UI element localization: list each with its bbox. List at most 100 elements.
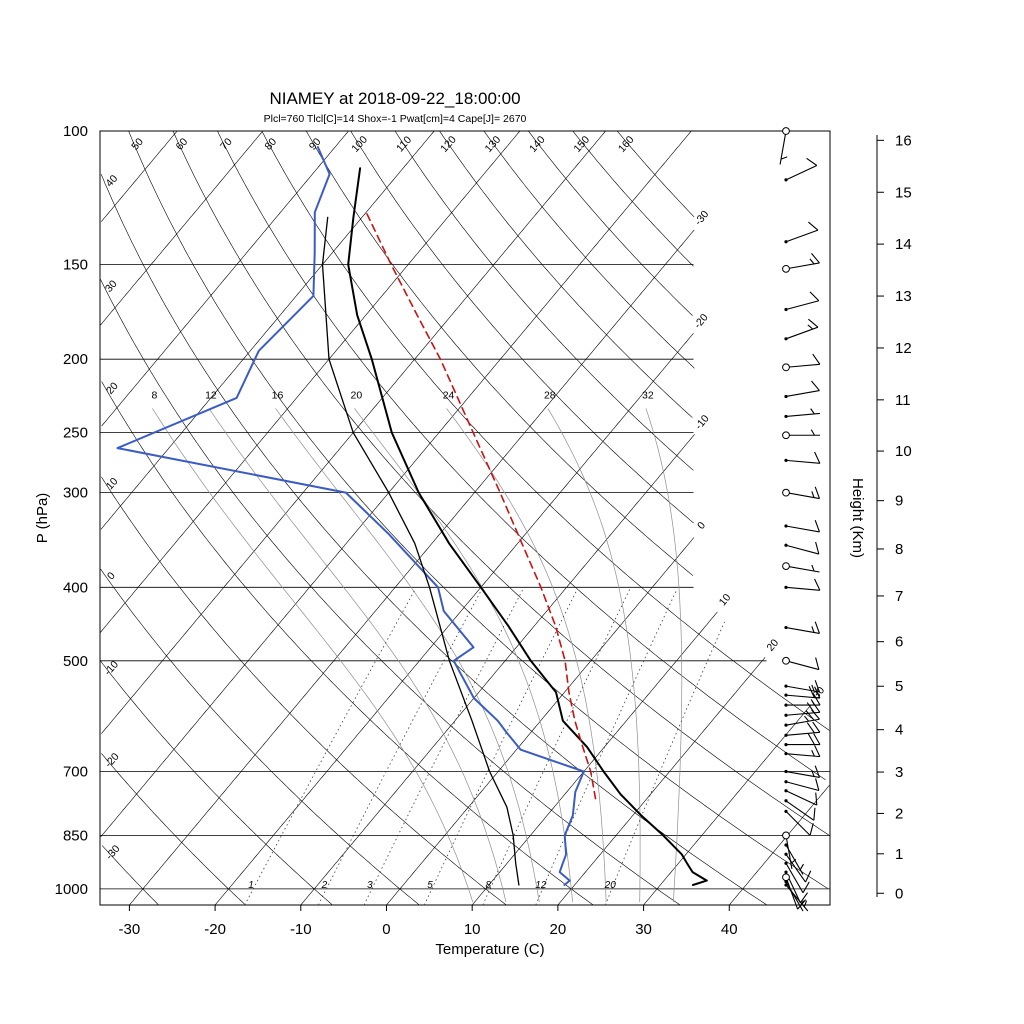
barb-staff	[785, 412, 820, 417]
background-grid-layer	[99, 130, 831, 906]
mixing-ratio-line	[363, 588, 524, 906]
wind-barb	[784, 291, 820, 312]
barb-feather	[806, 157, 818, 166]
sounding-indices-subtitle: Plcl=760 Tlcl[C]=14 Shox=-1 Pwat[cm]=4 C…	[264, 113, 527, 125]
mixing-ratio-line	[317, 588, 483, 906]
dry-adiabat-label: 140	[527, 134, 548, 155]
temp-tick-label: -30	[119, 921, 141, 938]
dry-adiabat-line	[483, 131, 695, 369]
barb-staff	[789, 661, 819, 671]
isotherm-label: -10	[693, 413, 712, 432]
barb-staff	[789, 262, 820, 269]
wind-barb	[784, 157, 818, 182]
wind-barb	[784, 380, 820, 399]
barb-feather	[811, 380, 820, 391]
dry-adiabat-label: 80	[262, 136, 279, 153]
dry-adiabat-line	[306, 131, 694, 576]
moist-adiabat-label: 12	[205, 389, 217, 401]
station-circle	[782, 873, 790, 882]
wind-barb	[784, 809, 814, 836]
station-circle	[782, 264, 790, 273]
barb-staff	[785, 165, 818, 181]
dry-adiabat-label: -10	[102, 658, 121, 677]
barb-half-feather	[811, 564, 815, 572]
dry-adiabat-line	[100, 279, 680, 906]
dry-adiabat-label: 120	[438, 134, 459, 155]
barb-half-feather	[811, 770, 815, 777]
mixing-ratio-label: 12	[535, 880, 547, 891]
barb-staff	[785, 781, 819, 792]
pressure-tick-label: 100	[63, 123, 88, 140]
moist-adiabat-label: 8	[151, 389, 157, 401]
barb-feather	[814, 680, 821, 693]
height-tick-label: 0	[895, 885, 903, 902]
dry-adiabat-line	[572, 131, 694, 267]
barb-staff	[785, 790, 818, 806]
wind-barb	[782, 656, 820, 671]
wind-barb	[782, 562, 820, 573]
mixing-ratio-label: 3	[367, 880, 373, 891]
moist-adiabat-label: 32	[642, 389, 654, 401]
dry-adiabat-label: 160	[616, 134, 637, 155]
height-axis-title: Height (Km)	[849, 478, 866, 558]
barb-feather	[812, 353, 821, 365]
height-tick-label: 9	[895, 493, 903, 510]
wind-barb	[784, 843, 804, 875]
dry-adiabat-line	[350, 131, 694, 524]
wind-barb	[782, 486, 821, 500]
pressure-axis-title: P (hPa)	[34, 493, 51, 544]
dry-adiabat-line	[439, 131, 693, 418]
barb-feather	[812, 701, 821, 713]
barb-half-feather	[799, 863, 804, 870]
height-tick-label: 1	[895, 846, 903, 863]
barb-staff	[785, 390, 820, 398]
mixing-ratio-line	[535, 588, 678, 906]
barb-half-feather	[810, 429, 815, 436]
height-tick-label: 4	[895, 722, 903, 739]
barb-staff	[785, 863, 804, 893]
isotherm-line	[100, 130, 264, 326]
wind-barb	[784, 721, 821, 737]
height-tick-label: 7	[895, 588, 903, 605]
wind-barb	[784, 883, 809, 912]
station-circle	[782, 363, 790, 372]
barb-staff	[785, 300, 819, 311]
barb-feather	[805, 870, 812, 883]
height-tick-label: 8	[895, 541, 903, 558]
wind-barb	[782, 831, 797, 870]
barb-staff	[789, 566, 820, 573]
sounding-profile-layer	[116, 146, 708, 886]
station-circle	[782, 488, 790, 497]
dry-adiabat-label: 150	[571, 134, 592, 155]
barb-staff	[786, 880, 799, 910]
barb-half-feather	[809, 258, 815, 265]
wind-barb	[784, 733, 821, 747]
dry-adiabat-line	[395, 131, 694, 471]
isotherm-line	[729, 785, 830, 906]
isotherm-line	[300, 434, 695, 906]
mixing-ratio-label: 20	[604, 880, 617, 891]
station-dot	[784, 723, 788, 727]
dry-adiabat-label: 100	[349, 134, 370, 155]
wind-barb	[779, 127, 790, 165]
barb-feather	[814, 486, 821, 499]
barb-feather	[815, 541, 820, 555]
barb-feather	[813, 693, 821, 706]
wind-barb	[784, 765, 821, 778]
mixing-ratio-label: 5	[427, 880, 433, 891]
pressure-tick-label: 200	[63, 351, 88, 368]
wind-barb	[784, 778, 820, 792]
mixing-ratio-line	[605, 621, 725, 906]
isotherm-line	[101, 130, 349, 427]
barb-feather	[799, 892, 808, 904]
barb-staff	[785, 853, 806, 883]
moist-adiabat-label: 20	[351, 389, 363, 401]
dry-adiabat-line	[100, 568, 420, 906]
wind-barb	[782, 353, 821, 372]
station-circle	[782, 562, 790, 570]
pressure-tick-label: 250	[63, 425, 88, 442]
barb-staff	[779, 134, 786, 165]
